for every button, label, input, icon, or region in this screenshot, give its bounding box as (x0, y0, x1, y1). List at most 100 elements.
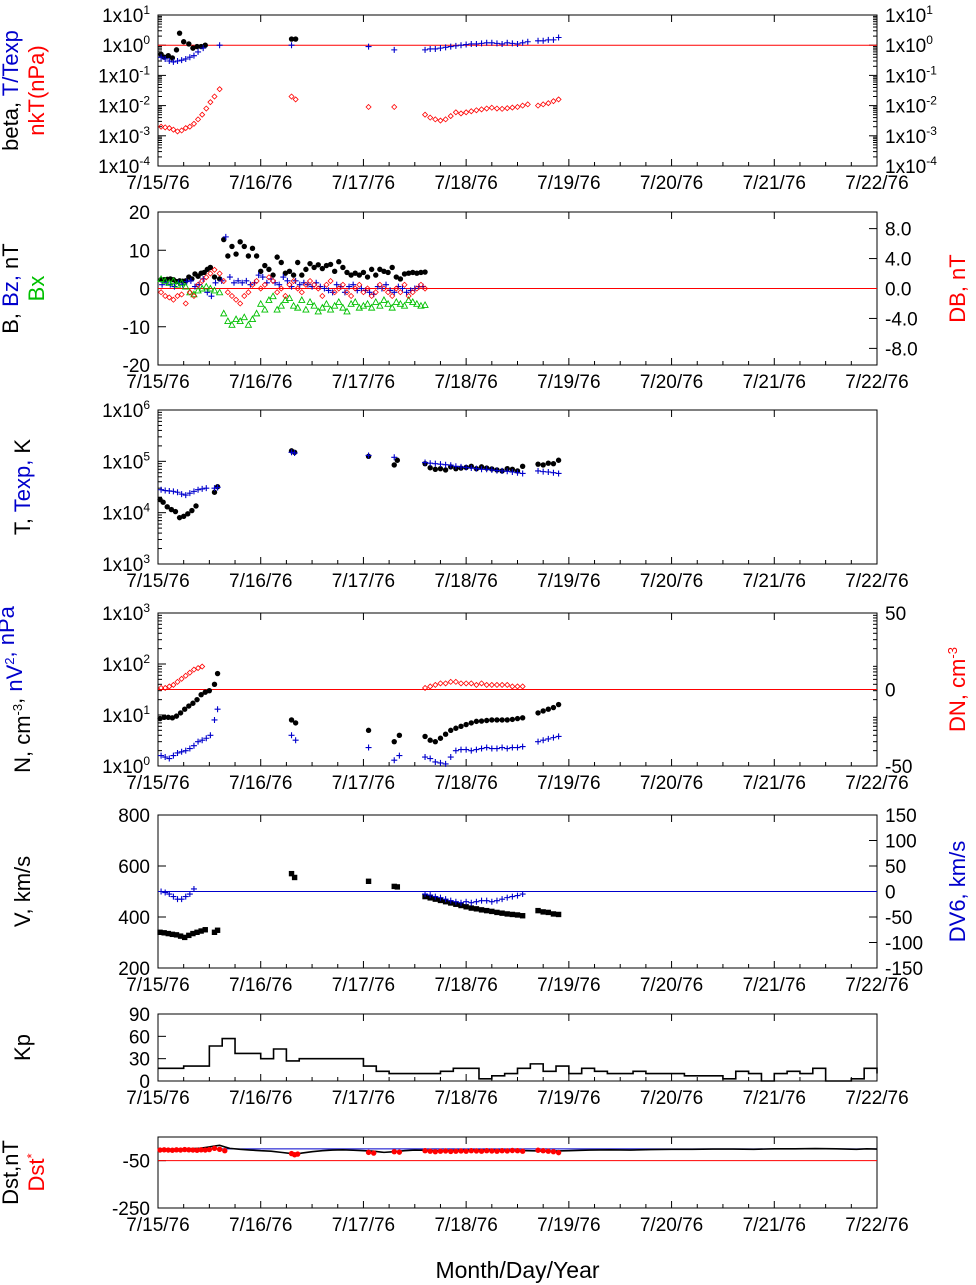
data-point-triangle (244, 320, 253, 328)
x-tick-label: 7/15/76 (126, 372, 189, 393)
data-point-square (509, 911, 516, 918)
data-point-plus (540, 468, 547, 475)
data-point-diamond (360, 289, 367, 296)
x-tick-label: 7/17/76 (332, 773, 395, 794)
y-tick-label-right: -8.0 (885, 339, 918, 360)
data-point-square (214, 927, 221, 933)
data-point-diamond (352, 285, 359, 292)
data-point-plus (493, 40, 500, 47)
panel-velocity (157, 814, 878, 969)
x-tick-label: 7/16/76 (229, 975, 292, 996)
x-tick-label: 7/17/76 (332, 1088, 395, 1109)
data-point-plus (458, 463, 465, 470)
data-point-dot (442, 731, 449, 737)
data-point-dot (483, 1148, 490, 1154)
data-point-triangle (190, 290, 198, 298)
data-point-plus (259, 274, 266, 281)
y-tick-label-right-base: 1x10 (885, 127, 926, 148)
data-point-dot (427, 737, 433, 743)
data-point-dot (519, 1148, 526, 1154)
data-point-dot (182, 1146, 188, 1153)
data-point-dot (190, 45, 196, 51)
data-point-diamond (372, 289, 379, 296)
data-point-plus (432, 460, 439, 467)
y-tick-label-right-exp: -3 (926, 124, 937, 138)
data-point-diamond (504, 105, 511, 112)
data-point-diamond (499, 105, 506, 112)
data-point-triangle (408, 297, 417, 305)
data-point-triangle (293, 303, 302, 311)
data-point-dot (303, 266, 309, 273)
x-tick-label: 7/19/76 (537, 975, 600, 996)
data-point-triangle (306, 297, 314, 305)
data-point-square (504, 911, 510, 917)
data-point-plus (186, 891, 193, 898)
data-point-plus (162, 889, 169, 896)
y-tick-label-right: 8.0 (885, 220, 911, 241)
data-point-diamond (245, 289, 252, 296)
y-axis-label-left: T, Texp, K (10, 439, 35, 536)
data-point-diamond (452, 678, 459, 685)
data-point-plus (174, 749, 181, 756)
x-tick-label: 7/18/76 (434, 1088, 497, 1109)
data-point-plus (183, 278, 190, 285)
y-tick-label-left-exp: 6 (143, 398, 150, 412)
y-axis-label-left: beta, T/Texp (0, 30, 23, 151)
data-point-dot (290, 272, 297, 278)
y-tick-label-left-exp: 3 (143, 552, 150, 566)
data-point-dot (157, 715, 163, 722)
data-point-dot (186, 703, 192, 709)
x-tick-label: 7/19/76 (537, 1215, 600, 1236)
data-point-diamond (158, 684, 165, 692)
data-point-dot (176, 514, 183, 521)
data-point-plus (514, 744, 521, 751)
data-point-square (489, 908, 495, 915)
data-point-dot (550, 460, 557, 467)
data-point-dot (535, 710, 541, 716)
y-tick-label-left-base: 1x10 (102, 401, 143, 422)
data-point-plus (178, 57, 185, 64)
data-point-plus (222, 233, 229, 240)
y-axis-label-left: Kp (10, 1034, 35, 1061)
data-point-square (157, 929, 163, 935)
data-point-triangle (367, 303, 376, 311)
data-point-plus (458, 42, 465, 49)
y-tick-label-left: 0 (139, 280, 150, 301)
data-point-dot (483, 717, 490, 724)
y-tick-label-left: 1x102 (102, 652, 150, 676)
data-point-diamond (220, 277, 227, 285)
data-point-plus (555, 470, 562, 477)
data-point-diamond (540, 101, 547, 108)
data-point-plus (488, 898, 495, 905)
y-tick-label-right: 0 (885, 883, 896, 904)
y-axis-label-left-part: Kp (10, 1034, 35, 1061)
data-point-diamond (288, 93, 295, 100)
y-tick-label-right: -50 (885, 757, 912, 778)
data-point-diamond (376, 281, 383, 288)
x-tick-label: 7/16/76 (229, 773, 292, 794)
data-point-dot (514, 1148, 521, 1154)
data-point-plus (432, 893, 439, 900)
data-point-plus (488, 466, 495, 473)
data-point-diamond (478, 680, 485, 687)
data-point-plus (170, 893, 177, 900)
y-tick-label-left-base: 1x10 (102, 706, 143, 727)
data-point-plus (463, 41, 470, 48)
x-tick-label: 7/15/76 (126, 975, 189, 996)
data-point-dot (405, 270, 412, 276)
data-point-triangle (256, 299, 265, 307)
data-point-dot (463, 1148, 469, 1154)
data-point-diamond (194, 665, 202, 672)
data-point-plus (514, 892, 521, 899)
data-point-dot (211, 274, 218, 280)
data-point-plus (427, 755, 434, 762)
data-point-dot (245, 253, 252, 259)
y-tick-label-left-base: 1x10 (98, 66, 139, 87)
data-point-dot (221, 236, 227, 243)
y-axis-label-right-part: DB, nT (945, 254, 970, 322)
series-line (157, 1144, 878, 1155)
data-point-dot (494, 1148, 500, 1154)
panel-frame (157, 1136, 878, 1209)
data-point-dot (161, 1147, 167, 1153)
y-tick-label-left-base: 1x10 (102, 604, 143, 625)
